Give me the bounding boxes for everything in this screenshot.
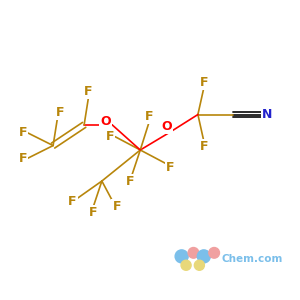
Text: F: F <box>89 206 97 219</box>
Circle shape <box>181 260 191 270</box>
Circle shape <box>194 260 204 270</box>
Text: O: O <box>162 120 172 133</box>
Text: O: O <box>100 116 111 128</box>
Text: N: N <box>262 108 272 121</box>
Text: F: F <box>56 106 65 119</box>
Text: F: F <box>19 152 27 165</box>
Text: F: F <box>68 195 76 208</box>
Text: Chem.com: Chem.com <box>221 254 283 264</box>
Text: F: F <box>112 200 121 213</box>
Text: F: F <box>84 85 93 98</box>
Circle shape <box>175 250 188 263</box>
Text: F: F <box>145 110 153 123</box>
Text: F: F <box>19 126 27 139</box>
Circle shape <box>197 250 210 263</box>
Circle shape <box>188 248 199 258</box>
Text: F: F <box>126 176 134 188</box>
Text: F: F <box>166 161 174 174</box>
Text: F: F <box>200 76 208 89</box>
Text: F: F <box>200 140 208 153</box>
Circle shape <box>209 248 220 258</box>
Text: F: F <box>106 130 114 143</box>
